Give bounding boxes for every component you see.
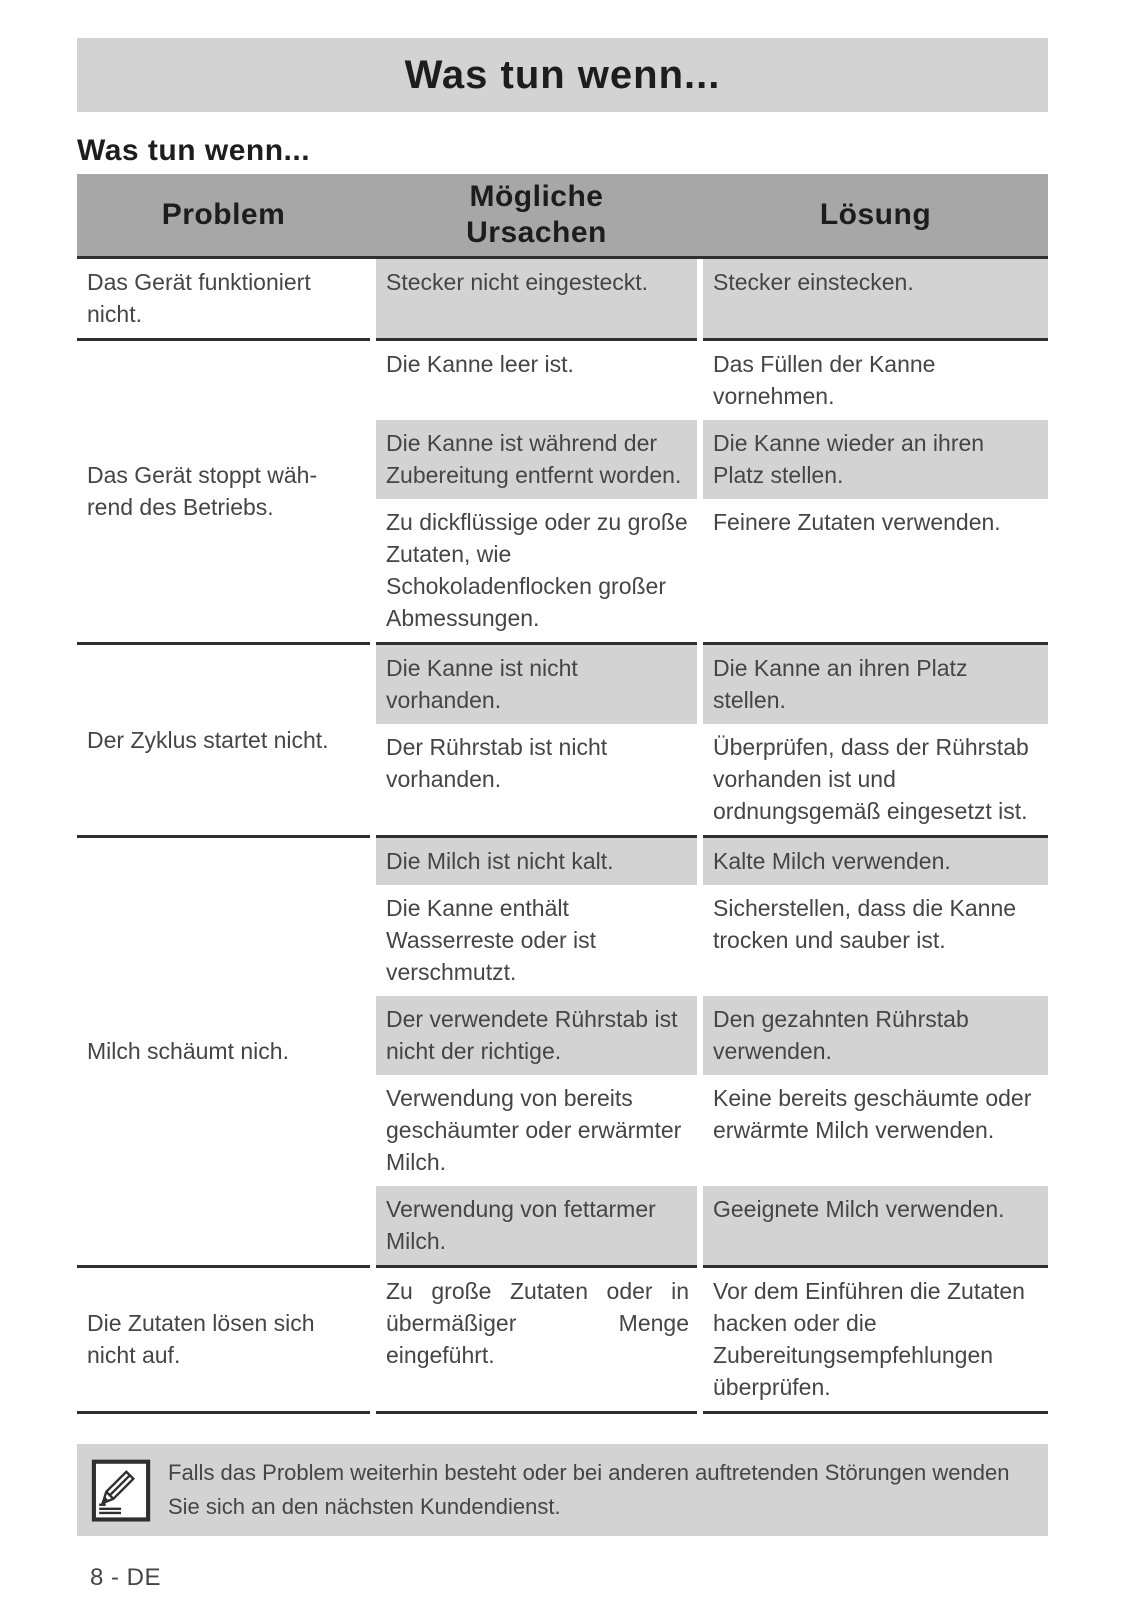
- solution-cell: Überprüfen, dass der Rührstab vorhanden …: [703, 724, 1048, 838]
- header-causes: Mögliche Ursachen: [466, 180, 607, 249]
- table-body: Das Gerät funktioniert nicht. Stecker nic…: [77, 259, 1048, 1414]
- solution-cell: Die Kanne an ihren Platz stellen.: [703, 645, 1048, 724]
- page-number: 8 - DE: [90, 1564, 162, 1591]
- page: Was tun wenn... Was tun wenn... Problem …: [77, 0, 1048, 1592]
- problem-cell: Das Gerät stoppt wäh- rend des Betriebs.: [77, 341, 370, 645]
- cause-cell: Zu dickflüssige oder zu große Zutaten, w…: [376, 499, 697, 645]
- solution-cell: Kalte Milch verwenden.: [703, 838, 1048, 885]
- cause-cell: Stecker nicht eingesteckt.: [376, 259, 697, 341]
- solution-cell: Das Füllen der Kanne vornehmen.: [713, 351, 936, 409]
- cause-cell: Zu große Zutaten oder in übermäßiger Men…: [376, 1268, 697, 1414]
- solution-cell: Sicherstellen, dass die Kanne trocken un…: [713, 895, 1017, 953]
- problem-cell: Die Zutaten lösen sich nicht auf.: [77, 1268, 370, 1414]
- cause-cell: Der Rührstab ist nicht vorhanden.: [376, 724, 697, 838]
- note-box: Falls das Problem weiterhin besteht oder…: [77, 1444, 1048, 1536]
- pencil-note-icon: [91, 1459, 151, 1522]
- problem-group: Milch schäumt nich. Die Milch ist nicht k…: [77, 838, 1048, 1268]
- cause-cell: Die Kanne leer ist.: [386, 351, 574, 377]
- solution-cell: Die Kanne wieder an ihren Platz stellen.: [703, 420, 1048, 499]
- cause-cell: Die Kanne enthält Wasserreste oder ist v…: [386, 895, 597, 985]
- cause-cell: Verwendung von bereits geschäumter oder …: [386, 1085, 682, 1175]
- page-banner: Was tun wenn...: [77, 38, 1048, 112]
- solution-cell: Vor dem Einführen die Zutaten hacken ode…: [703, 1268, 1048, 1414]
- cause-cell: Die Milch ist nicht kalt.: [376, 838, 697, 885]
- note-text: Falls das Problem weiterhin besteht oder…: [168, 1460, 1010, 1519]
- problem-group: Das Gerät funktioniert nicht. Stecker nic…: [77, 259, 1048, 341]
- section-heading: Was tun wenn...: [77, 134, 311, 167]
- banner-title: Was tun wenn...: [404, 52, 721, 97]
- solution-cell: Den gezahnten Rührstab verwenden.: [703, 996, 1048, 1075]
- cause-cell: Verwendung von fettarmer Milch.: [376, 1186, 697, 1268]
- problem-cell: Das Gerät funktioniert nicht.: [77, 259, 370, 341]
- header-problem: Problem: [161, 198, 286, 231]
- problem-cell: Milch schäumt nich.: [77, 838, 370, 1268]
- problem-group: Der Zyklus startet nicht. Die Kanne ist n…: [77, 645, 1048, 838]
- problem-group: Das Gerät stoppt wäh- rend des Betriebs.…: [77, 341, 1048, 645]
- solution-cell: Keine bereits geschäumte oder erwärmte M…: [713, 1085, 1032, 1143]
- solution-cell: Stecker einstecken.: [703, 259, 1048, 341]
- header-solution: Lösung: [819, 198, 932, 231]
- solution-cell: Geeignete Milch verwenden.: [703, 1186, 1048, 1268]
- table-header-row: Problem Mögliche Ursachen Lösung: [77, 174, 1048, 259]
- problem-cell: Der Zyklus startet nicht.: [77, 645, 370, 838]
- troubleshooting-table: Problem Mögliche Ursachen Lösung Das Ger…: [77, 174, 1048, 1414]
- cause-cell: Der verwendete Rührstab ist nicht der ri…: [376, 996, 697, 1075]
- cause-cell: Die Kanne ist nicht vorhanden.: [376, 645, 697, 724]
- problem-group: Die Zutaten lösen sich nicht auf. Zu groß…: [77, 1268, 1048, 1414]
- cause-cell: Die Kanne ist während der Zubereitung en…: [376, 420, 697, 499]
- solution-cell: Feinere Zutaten verwenden.: [703, 499, 1048, 645]
